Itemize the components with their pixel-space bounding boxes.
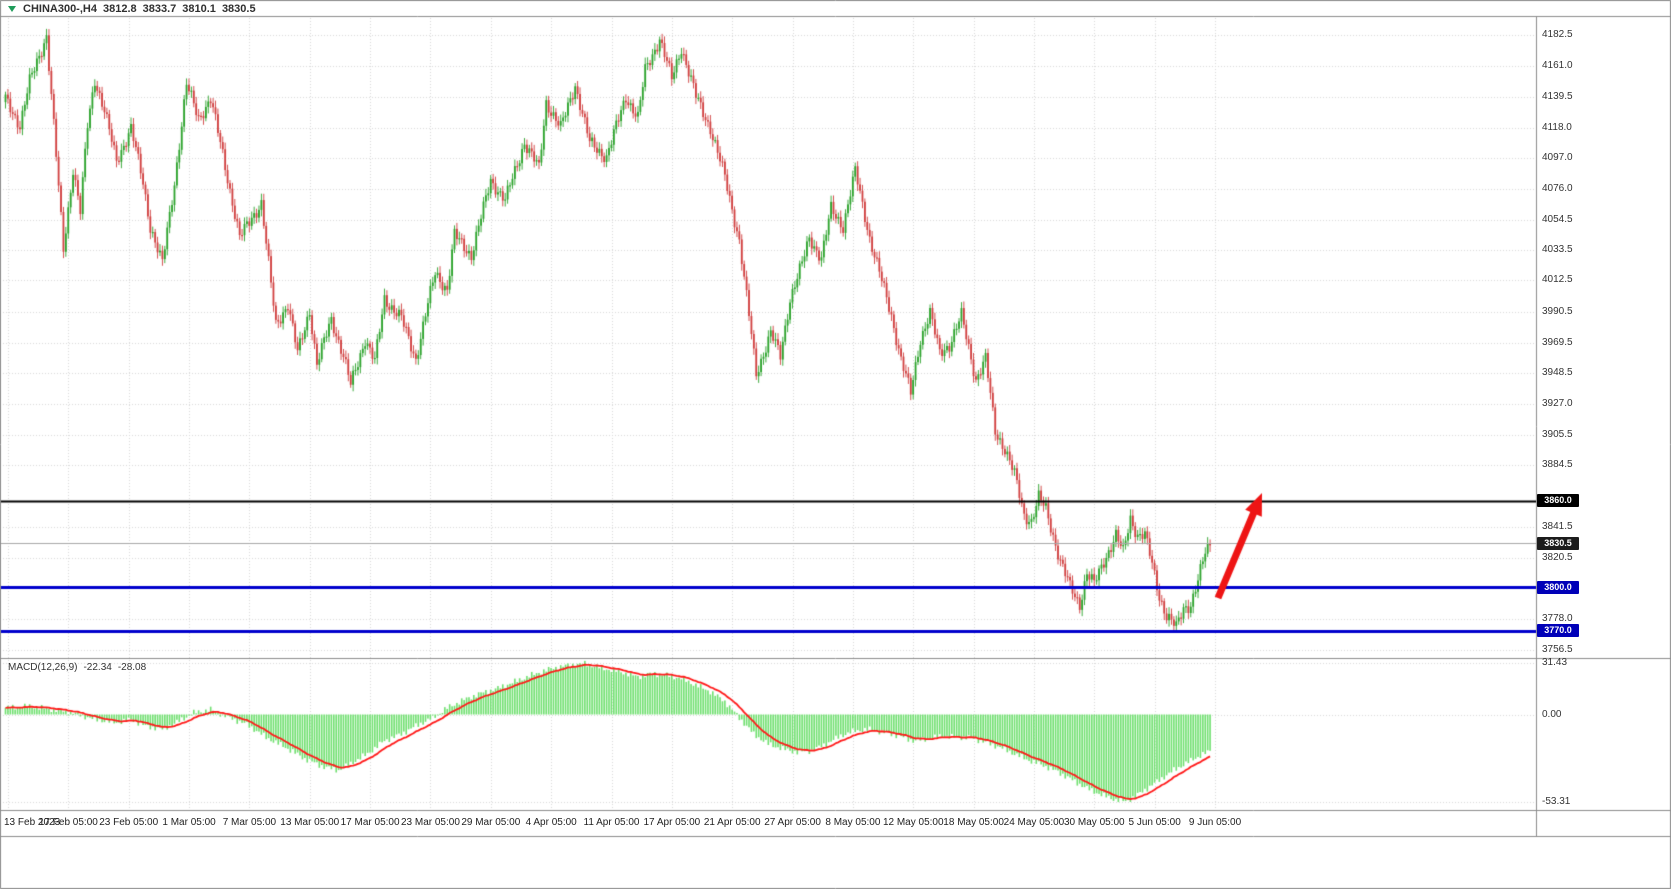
time-tick-label: 8 May 05:00 xyxy=(825,817,881,828)
time-tick-label: 4 Apr 05:00 xyxy=(525,817,577,828)
time-tick-label: 30 May 05:00 xyxy=(1063,817,1125,828)
price-tick-label: 3948.5 xyxy=(1542,366,1573,378)
time-tick-label: 23 Mar 05:00 xyxy=(400,817,460,828)
macd-tick-label: 0.00 xyxy=(1542,708,1562,720)
price-level-tag: 3800.0 xyxy=(1537,580,1579,594)
price-tick-label: 4054.5 xyxy=(1542,213,1573,225)
price-tick-label: 4097.0 xyxy=(1542,152,1573,164)
price-tick-label: 3927.0 xyxy=(1542,397,1573,409)
time-tick-label: 24 May 05:00 xyxy=(1003,817,1065,828)
macd-signal-value: -28.08 xyxy=(117,662,147,673)
ohlc-high: 3833.7 xyxy=(142,3,177,15)
current-price-tag: 3830.5 xyxy=(1537,536,1579,550)
price-level-tag: 3860.0 xyxy=(1537,494,1579,508)
ohlc-open: 3812.8 xyxy=(102,3,137,15)
price-tick-label: 3841.5 xyxy=(1542,521,1573,533)
time-tick-label: 13 Feb 2023 xyxy=(4,817,61,828)
symbol-name: CHINA300-,H4 xyxy=(23,3,97,15)
time-tick-label: 5 Jun 05:00 xyxy=(1128,817,1181,828)
macd-value: -22.34 xyxy=(83,662,112,673)
price-tick-label: 4076.0 xyxy=(1542,182,1573,194)
time-tick-label: 23 Feb 05:00 xyxy=(99,817,159,828)
time-tick-label: 17 Mar 05:00 xyxy=(340,817,400,828)
price-tick-label: 3756.5 xyxy=(1542,644,1573,656)
time-tick-label: 7 Mar 05:00 xyxy=(222,817,277,828)
macd-indicator-label: MACD(12,26,9) -22.34 -28.08 xyxy=(8,662,146,673)
price-tick-label: 3990.5 xyxy=(1542,306,1573,318)
symbol-header: CHINA300-,H4 3812.8 3833.7 3810.1 3830.5 xyxy=(8,3,256,15)
price-tick-label: 4118.0 xyxy=(1542,122,1572,134)
price-tick-label: 4012.5 xyxy=(1542,274,1573,286)
time-tick-label: 29 Mar 05:00 xyxy=(461,817,521,828)
macd-tick-label: -53.31 xyxy=(1542,795,1571,807)
time-tick-label: 12 May 05:00 xyxy=(882,817,944,828)
time-tick-label: 1 Mar 05:00 xyxy=(162,817,216,828)
macd-name: MACD(12,26,9) xyxy=(8,662,78,673)
time-tick-label: 9 Jun 05:00 xyxy=(1188,817,1242,828)
time-tick-label: 11 Apr 05:00 xyxy=(583,817,640,828)
price-tick-label: 3905.5 xyxy=(1542,428,1573,440)
price-level-tag: 3770.0 xyxy=(1537,624,1579,638)
macd-tick-label: 31.43 xyxy=(1542,656,1568,668)
time-tick-label: 21 Apr 05:00 xyxy=(703,817,761,828)
ohlc-low: 3810.1 xyxy=(182,3,216,15)
time-tick-label: 27 Apr 05:00 xyxy=(764,817,821,828)
symbol-collapse-icon[interactable] xyxy=(8,6,16,12)
time-tick-label: 17 Feb 05:00 xyxy=(38,817,98,828)
price-tick-label: 4161.0 xyxy=(1542,60,1573,72)
time-tick-label: 13 Mar 05:00 xyxy=(280,817,340,828)
time-tick-label: 17 Apr 05:00 xyxy=(643,817,701,828)
price-tick-label: 3884.5 xyxy=(1542,459,1573,471)
time-tick-label: 18 May 05:00 xyxy=(943,817,1004,828)
price-tick-label: 4033.5 xyxy=(1542,244,1573,256)
ohlc-close: 3830.5 xyxy=(221,3,256,15)
price-tick-label: 3820.5 xyxy=(1542,551,1573,563)
price-tick-label: 3969.5 xyxy=(1542,336,1573,348)
price-tick-label: 3778.0 xyxy=(1542,612,1573,624)
price-tick-label: 4139.5 xyxy=(1542,91,1573,103)
price-tick-label: 4182.5 xyxy=(1542,29,1573,40)
